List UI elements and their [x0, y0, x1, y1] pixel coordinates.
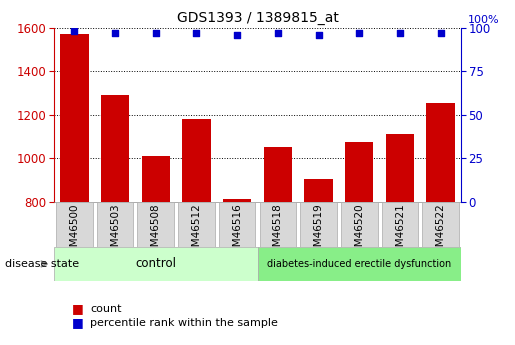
Point — [355, 30, 363, 36]
Bar — [54, 247, 258, 281]
Point — [314, 32, 322, 37]
Text: GSM46516: GSM46516 — [232, 203, 242, 260]
Text: GSM46519: GSM46519 — [314, 203, 323, 260]
Bar — [386, 134, 414, 202]
Point — [233, 33, 241, 38]
Bar — [142, 156, 170, 202]
Point — [396, 30, 404, 36]
Bar — [138, 202, 174, 247]
Text: 100%: 100% — [468, 15, 500, 25]
Point — [70, 28, 78, 34]
Text: GSM46503: GSM46503 — [110, 203, 120, 260]
Bar — [178, 202, 215, 247]
Text: disease state: disease state — [5, 259, 79, 269]
Bar — [60, 34, 89, 202]
Point — [192, 30, 200, 36]
Text: percentile rank within the sample: percentile rank within the sample — [90, 318, 278, 327]
Point — [111, 30, 119, 36]
Text: GSM46521: GSM46521 — [395, 203, 405, 260]
Bar — [341, 202, 377, 247]
Bar — [300, 202, 337, 247]
Text: diabetes-induced erectile dysfunction: diabetes-induced erectile dysfunction — [267, 259, 451, 269]
Point — [436, 30, 444, 36]
Bar — [56, 202, 93, 247]
Bar — [345, 142, 373, 202]
Bar — [258, 247, 461, 281]
Text: GSM46512: GSM46512 — [192, 203, 201, 260]
Bar — [219, 202, 255, 247]
Bar — [260, 202, 296, 247]
Bar — [101, 95, 129, 202]
Point — [274, 30, 282, 36]
Point — [151, 30, 160, 36]
Text: control: control — [135, 257, 176, 270]
Text: ■: ■ — [72, 316, 84, 329]
Text: GSM46520: GSM46520 — [354, 203, 364, 260]
Title: GDS1393 / 1389815_at: GDS1393 / 1389815_at — [177, 11, 338, 25]
Bar — [223, 199, 251, 202]
Bar — [182, 119, 211, 202]
Text: GSM46508: GSM46508 — [151, 203, 161, 260]
Text: GSM46518: GSM46518 — [273, 203, 283, 260]
Bar — [304, 179, 333, 202]
Bar — [97, 202, 133, 247]
Text: ■: ■ — [72, 302, 84, 315]
Text: count: count — [90, 304, 122, 314]
Bar — [264, 147, 292, 202]
Bar — [422, 202, 459, 247]
Bar — [382, 202, 418, 247]
Text: GSM46500: GSM46500 — [70, 203, 79, 260]
Bar — [426, 103, 455, 202]
Text: GSM46522: GSM46522 — [436, 203, 445, 260]
